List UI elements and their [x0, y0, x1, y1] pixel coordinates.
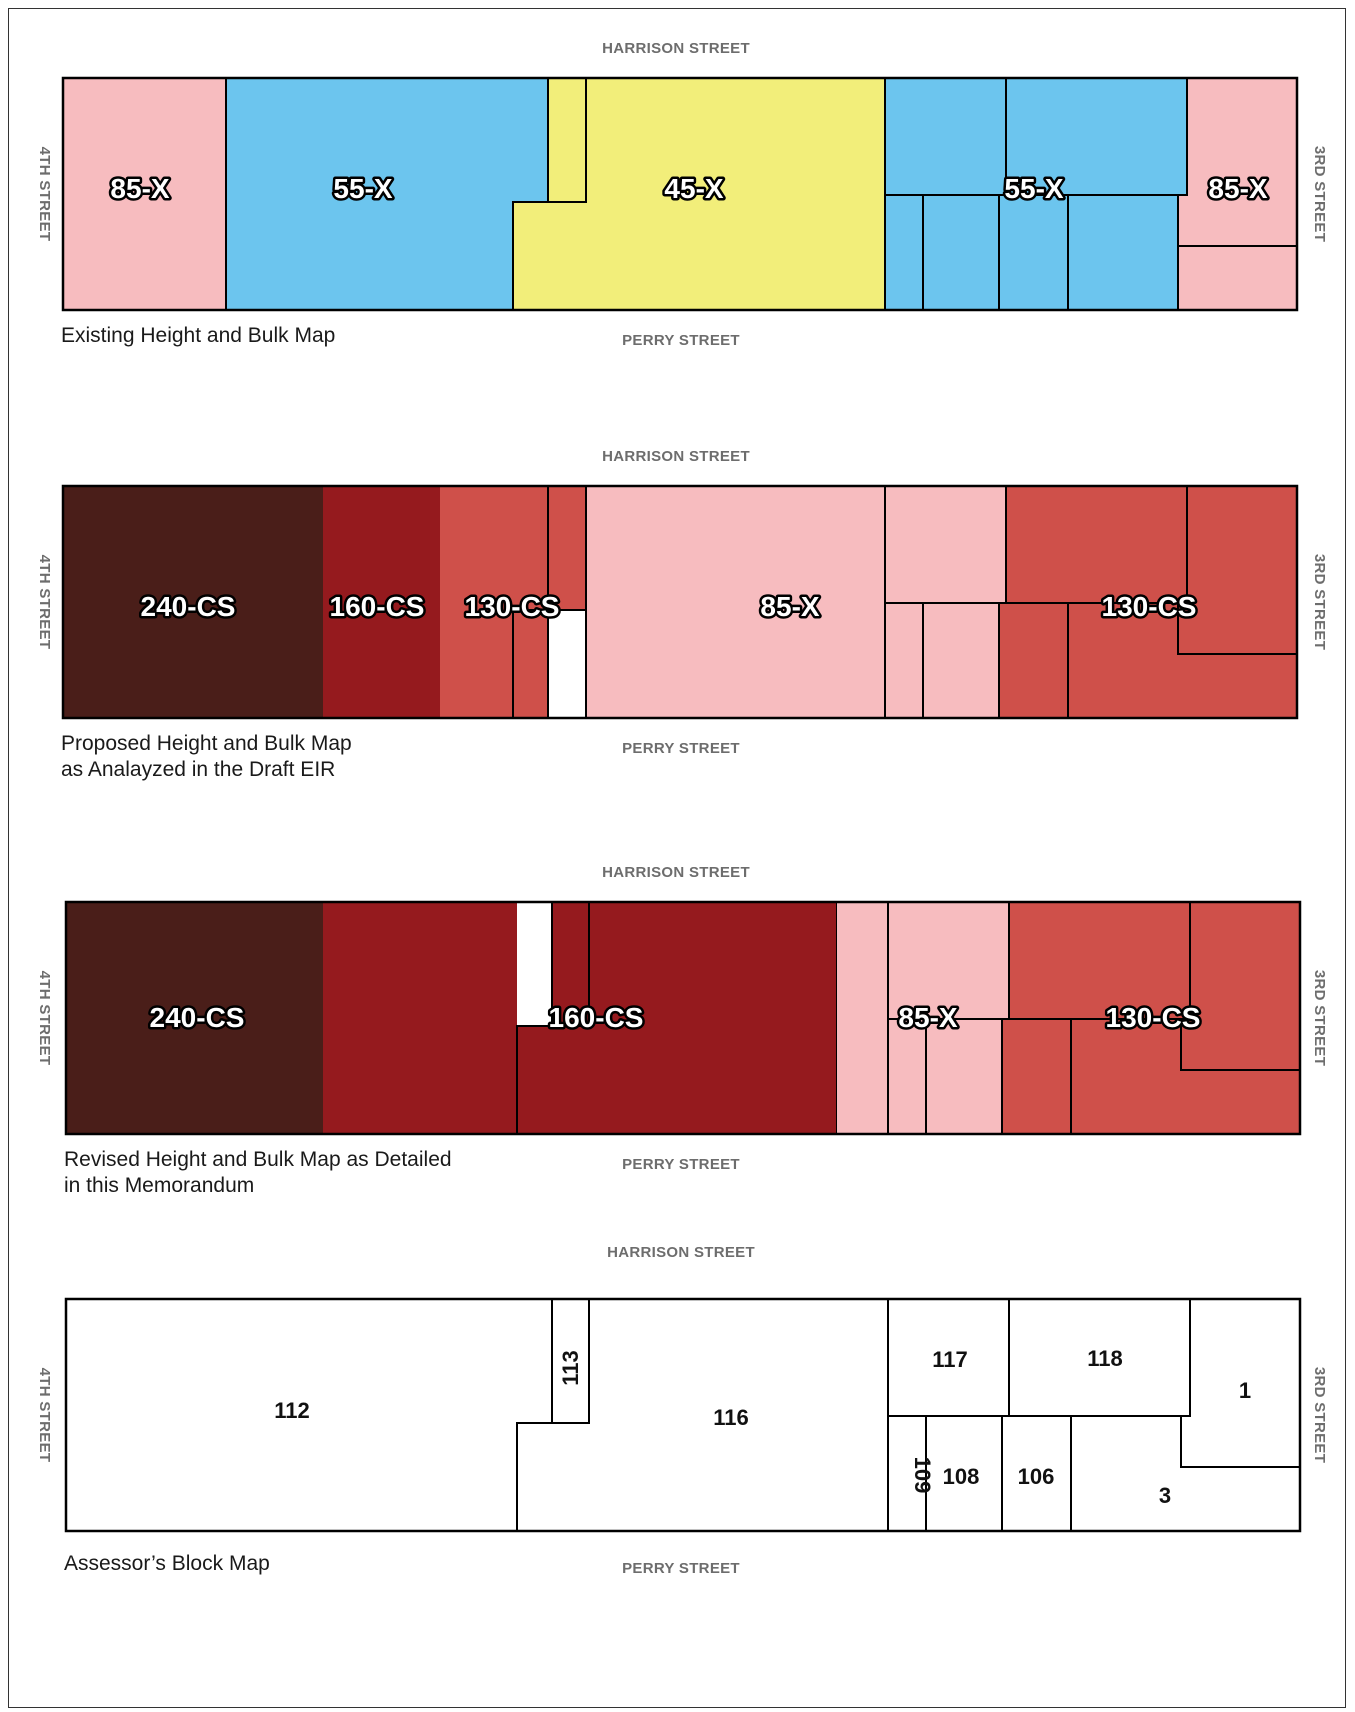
parcel-116-proposed-west	[512, 609, 549, 719]
parcel-108	[925, 1415, 1003, 1532]
street-label-south: PERRY STREET	[622, 1560, 740, 1577]
map-caption: Assessor’s Block Map	[64, 1552, 270, 1575]
zone-label: 55-X	[1004, 173, 1063, 204]
lot-number: 117	[932, 1347, 968, 1372]
parcel-106-existing	[998, 194, 1069, 311]
parcel-1-existing	[1177, 77, 1298, 247]
parcel-3-east-existing	[1177, 245, 1298, 311]
lot-number: 3	[1159, 1483, 1171, 1508]
proposed-map: HARRISON STREET 240-CS 160-CS 130-CS 85-…	[36, 448, 1328, 781]
zone-label: 240-CS	[141, 591, 236, 622]
revised-map: HARRISON STREET 240-CS 160-CS 85-X 130-C…	[36, 864, 1328, 1197]
zone-240-cs-area	[66, 902, 323, 1134]
street-label-east: 3RD STREET	[1311, 1367, 1328, 1463]
lot-number: 106	[1018, 1464, 1055, 1489]
street-label-west: 4TH STREET	[36, 147, 53, 242]
zone-240-cs-area	[63, 486, 323, 718]
parcel-116-proposed	[585, 485, 886, 719]
parcel-109-proposed	[884, 602, 924, 719]
parcel-113-existing	[547, 77, 587, 203]
block-outline	[64, 900, 1302, 1136]
street-label-south: PERRY STREET	[622, 332, 740, 349]
parcel-118-revised	[1008, 901, 1191, 1020]
street-label-north: HARRISON STREET	[607, 1244, 755, 1261]
existing-map: HARRISON STREET 85-X 55-X 45-X 55-X 85-X…	[36, 40, 1328, 349]
map-caption: Proposed Height and Bulk Map	[61, 732, 352, 755]
zone-label: 160-CS	[549, 1002, 644, 1033]
street-label-east: 3RD STREET	[1311, 554, 1328, 650]
existing-parcels	[62, 77, 1298, 311]
zone-label: 85-X	[760, 591, 819, 622]
parcel-1-revised	[1180, 901, 1301, 1071]
street-label-south: PERRY STREET	[622, 740, 740, 757]
parcel-116-east-revised	[837, 902, 888, 1134]
street-label-north: HARRISON STREET	[602, 40, 750, 57]
parcel-106-proposed	[998, 602, 1069, 719]
parcel-108-revised	[925, 1018, 1003, 1135]
zone-label: 85-X	[898, 1002, 957, 1033]
zone-label: 160-CS	[330, 591, 425, 622]
zone-label: 45-X	[664, 173, 723, 204]
street-label-south: PERRY STREET	[622, 1156, 740, 1173]
lot-number: 113	[558, 1350, 583, 1386]
zone-label: 130-CS	[465, 591, 560, 622]
lot-number: 118	[1087, 1346, 1123, 1371]
zone-label: 130-CS	[1106, 1002, 1201, 1033]
street-label-east: 3RD STREET	[1311, 970, 1328, 1066]
page-frame	[8, 8, 1346, 1708]
parcel-117-existing	[884, 77, 1007, 196]
parcel-118-existing	[1005, 77, 1188, 196]
zone-label: 85-X	[1208, 173, 1267, 204]
parcel-109	[887, 1415, 927, 1532]
lot-number: 112	[274, 1398, 310, 1423]
street-label-east: 3RD STREET	[1311, 146, 1328, 242]
zone-label: 85-X	[110, 173, 169, 204]
map-caption: Revised Height and Bulk Map as Detailed	[64, 1148, 452, 1171]
zone-label: 130-CS	[1102, 591, 1197, 622]
parcel-112-existing	[225, 77, 549, 311]
parcel-1-proposed	[1177, 485, 1298, 655]
parcel-109-existing	[884, 194, 924, 311]
zone-160-cs-area	[323, 486, 440, 718]
street-label-north: HARRISON STREET	[602, 864, 750, 881]
revised-parcels	[66, 901, 1301, 1135]
lot-number: 109	[910, 1457, 935, 1494]
proposed-parcels	[62, 485, 1298, 719]
street-label-west: 4TH STREET	[36, 1368, 53, 1463]
lot-number: 116	[713, 1405, 749, 1430]
parcel-117-proposed	[884, 485, 1007, 604]
parcel-108-existing	[922, 194, 1000, 311]
assessor-parcels	[65, 1298, 1301, 1532]
parcel-117-revised	[887, 901, 1010, 1020]
parcel-106-revised	[1001, 1018, 1072, 1135]
parcel-117	[887, 1298, 1010, 1417]
block-outline	[61, 76, 1299, 312]
zone-label: 55-X	[333, 173, 392, 204]
block-outline	[64, 1297, 1302, 1533]
parcel-108-proposed	[922, 602, 1000, 719]
assessor-block-map: HARRISON STREET 112 113 116 117 118 1 10…	[36, 1244, 1328, 1577]
parcel-106	[1001, 1415, 1072, 1532]
map-caption: in this Memorandum	[64, 1174, 254, 1197]
parcel-118-proposed	[1005, 485, 1188, 604]
map-caption: as Analayzed in the Draft EIR	[61, 758, 335, 781]
street-label-north: HARRISON STREET	[602, 448, 750, 465]
parcel-109-revised	[887, 1018, 927, 1135]
street-label-west: 4TH STREET	[36, 555, 53, 650]
map-caption: Existing Height and Bulk Map	[61, 324, 335, 347]
zone-label: 240-CS	[150, 1002, 245, 1033]
block-outline	[61, 484, 1299, 720]
lot-number: 1	[1239, 1378, 1251, 1403]
street-label-west: 4TH STREET	[36, 971, 53, 1066]
lot-number: 108	[943, 1464, 980, 1489]
zone-160-cs-area	[323, 902, 517, 1134]
